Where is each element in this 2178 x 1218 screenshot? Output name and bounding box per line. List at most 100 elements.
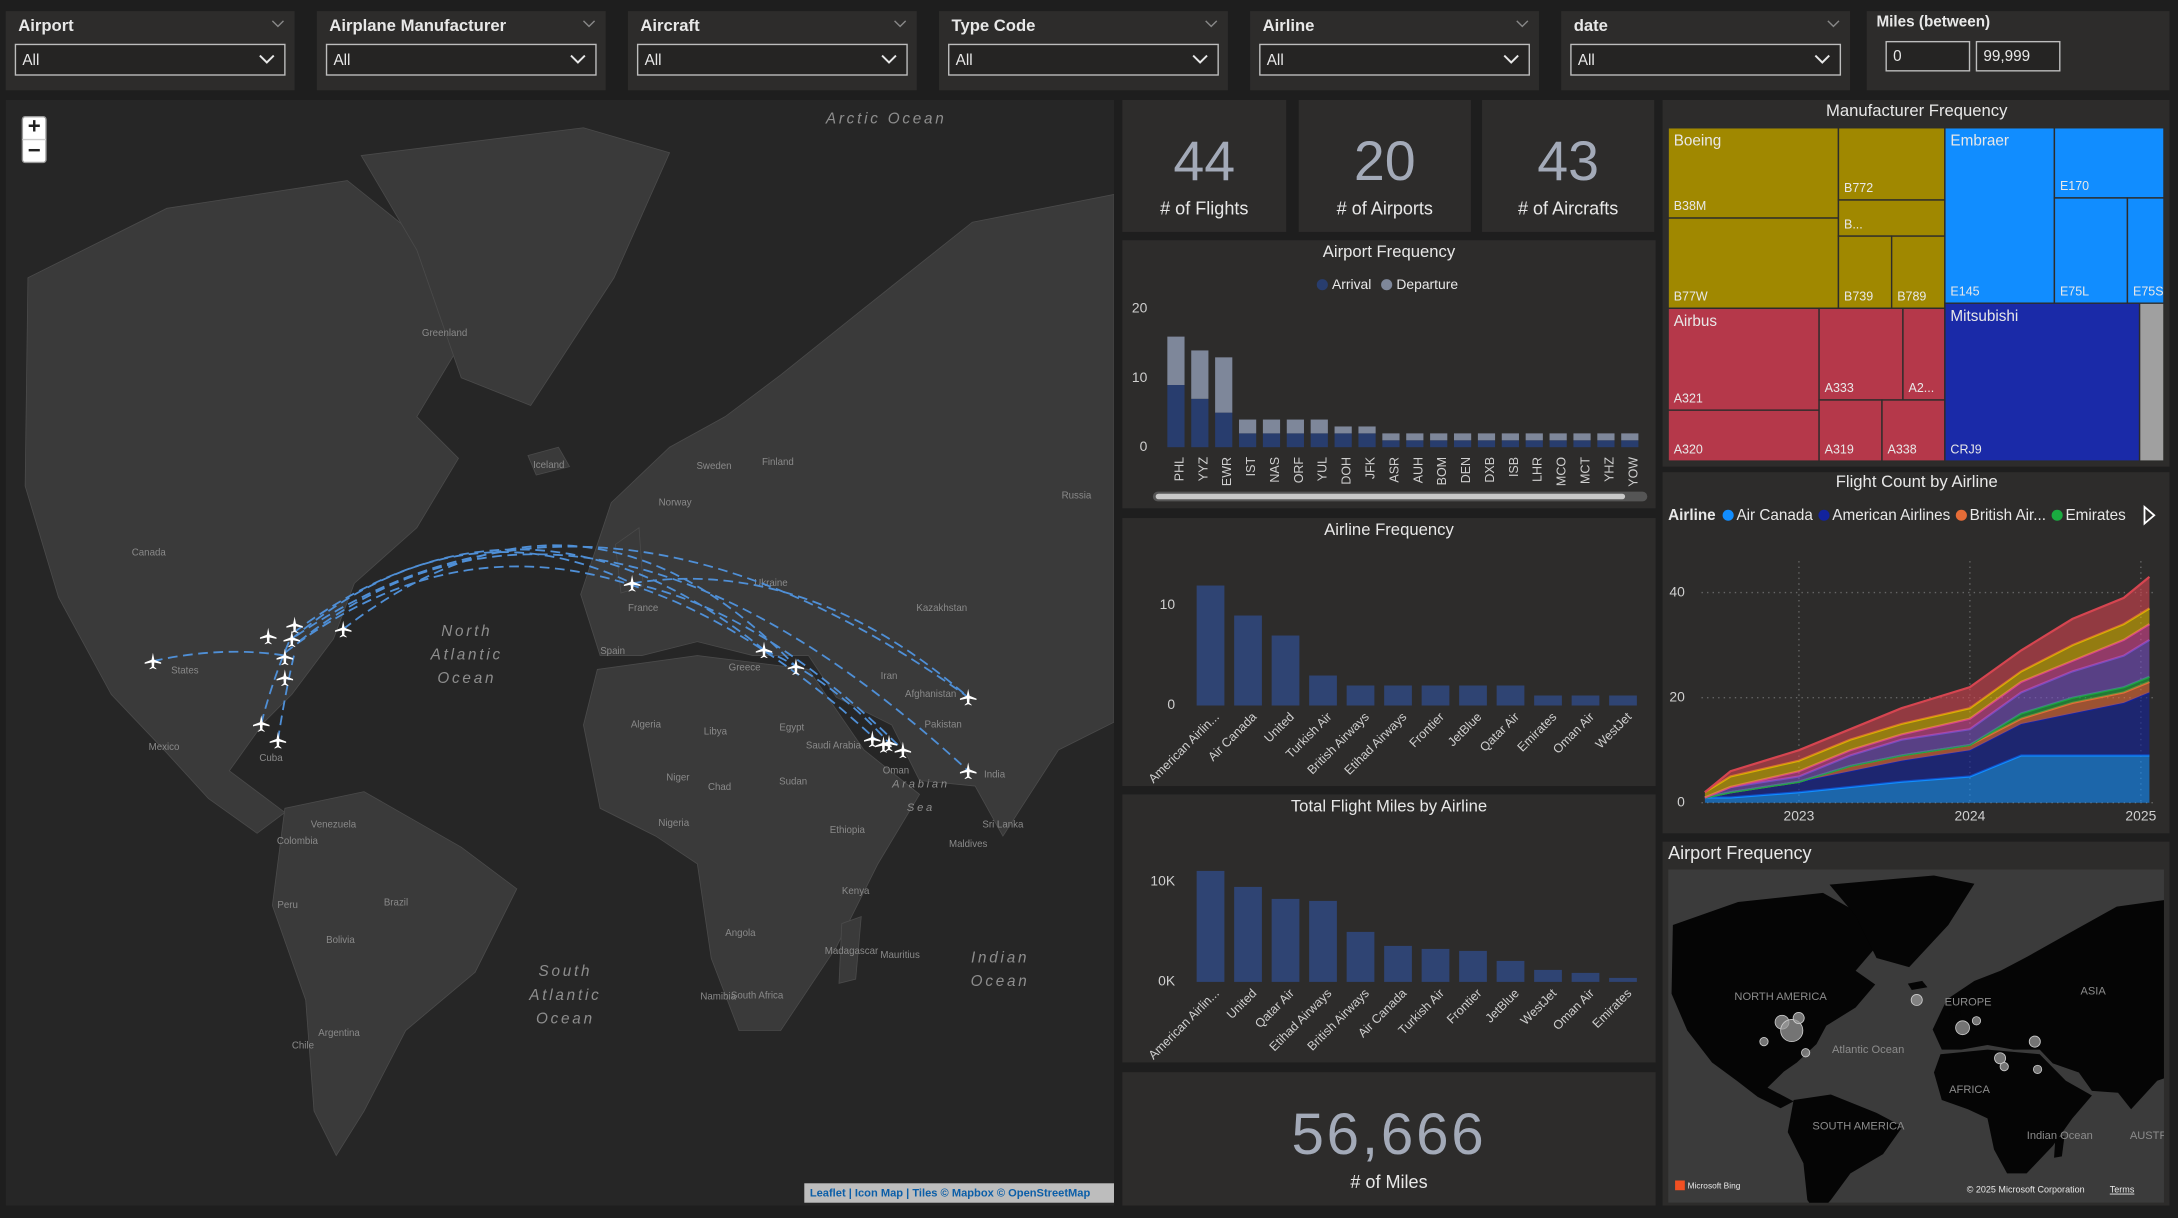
slicer-label: Type Code — [952, 16, 1036, 35]
filter-slicer[interactable]: Aircraft All — [627, 11, 917, 91]
filter-slicer[interactable]: Airport All — [5, 11, 295, 91]
flight-route — [631, 582, 904, 751]
bar — [1346, 931, 1375, 982]
dropdown[interactable] — [1259, 43, 1530, 76]
dropdown-value: All — [645, 52, 662, 69]
x-tick-label: MCO — [1555, 457, 1569, 486]
map-label: Chile — [292, 1040, 314, 1051]
treemap-tile — [2138, 302, 2165, 462]
map-label: Ethiopia — [830, 825, 866, 836]
y-tick-label: 20 — [1669, 688, 1685, 704]
airport-bubble — [1801, 1048, 1811, 1058]
kpi-value: 44 — [1173, 130, 1235, 192]
chart-title: Flight Count by Airline — [1836, 472, 1998, 491]
bar-segment — [1430, 440, 1448, 448]
bar-segment — [1382, 433, 1400, 441]
map-label: Atlantic Ocean — [1832, 1044, 1904, 1056]
map-label: Canada — [132, 547, 167, 558]
treemap-tile-label: A338 — [1888, 442, 1917, 456]
slicer-corner — [582, 20, 596, 28]
bar — [1496, 685, 1525, 706]
treemap-tile — [1667, 127, 1840, 219]
ocean-label: Atlantic — [430, 647, 503, 664]
attribution[interactable]: Leaflet | Icon Map | Tiles © Mapbox © Op… — [810, 1188, 1091, 1200]
dropdown[interactable] — [14, 43, 286, 76]
miles-slicer[interactable]: Miles (between) 0 99,999 — [1866, 11, 2170, 91]
bar — [1234, 615, 1262, 706]
terms[interactable]: Terms — [2110, 1185, 2135, 1195]
treemap-tile-label: E145 — [1950, 284, 1979, 298]
bar-segment — [1262, 419, 1281, 434]
treemap-tile — [1944, 127, 2056, 304]
filter-slicer[interactable]: date All — [1561, 11, 1851, 91]
flight-route — [152, 650, 286, 662]
map-label: Venezuela — [311, 820, 357, 831]
x-tick-label: DOH — [1340, 457, 1354, 485]
dropdown-value: All — [956, 52, 973, 69]
x-tick-label: YOW — [1626, 457, 1640, 487]
x-tick-label: PHL — [1172, 457, 1186, 481]
bar-segment — [1286, 419, 1304, 434]
filter-slicer[interactable]: Airline All — [1250, 11, 1539, 91]
kpi-value: 43 — [1537, 130, 1599, 192]
legend-next[interactable] — [2143, 504, 2156, 526]
scrollbar-thumb[interactable] — [1155, 493, 1626, 500]
filter-slicer[interactable]: Airplane Manufacturer All — [316, 11, 606, 91]
dropdown-value: All — [22, 52, 39, 69]
treemap-tile — [1667, 307, 1820, 411]
land — [1671, 892, 1876, 1109]
legend-label: Departure — [1396, 276, 1458, 292]
bar — [1609, 977, 1637, 982]
y-tick-label: 20 — [1132, 300, 1148, 316]
miles-max-input[interactable] — [1975, 40, 2061, 72]
zoom-in[interactable]: + — [28, 114, 41, 139]
bar-segment — [1358, 433, 1376, 448]
x-tick-label: MCT — [1578, 457, 1592, 484]
slicer-corner — [1827, 20, 1840, 28]
dropdown[interactable] — [1570, 43, 1842, 76]
ocean-label: Indian — [971, 949, 1029, 966]
bar-segment — [1573, 440, 1591, 448]
bar — [1346, 685, 1375, 706]
legend-title: Airline — [1668, 507, 1716, 524]
map-label: Sri Lanka — [982, 820, 1024, 831]
ocean-label: Ocean — [971, 973, 1030, 990]
bar-segment — [1239, 433, 1257, 448]
miles-min-input[interactable] — [1885, 40, 1971, 72]
bar-segment — [1286, 433, 1304, 448]
attribution-bg — [804, 1183, 1114, 1203]
filter-slicer[interactable]: Type Code All — [939, 11, 1228, 91]
dropdown-value: All — [1578, 52, 1595, 69]
dropdown[interactable] — [948, 43, 1219, 76]
airport-bubble — [2032, 1064, 2043, 1074]
zoom-out[interactable]: − — [28, 137, 41, 162]
bar-segment — [1167, 384, 1185, 448]
x-tick-label: 2024 — [1954, 807, 1985, 823]
bar-segment — [1453, 433, 1472, 441]
x-tick-label: BOM — [1435, 457, 1449, 485]
y-tick-label: 40 — [1669, 583, 1685, 599]
legend-swatch — [1316, 279, 1328, 291]
slicer-label: Aircraft — [640, 16, 700, 35]
legend-swatch — [1722, 509, 1734, 521]
map-label: South Africa — [731, 990, 784, 1001]
bing-logo-mark — [1675, 1180, 1685, 1191]
map-label: Madagascar — [825, 946, 879, 957]
bar — [1309, 900, 1337, 982]
bar — [1234, 886, 1262, 982]
bar-segment — [1406, 440, 1424, 448]
x-tick-label: NAS — [1268, 457, 1282, 483]
dropdown[interactable] — [325, 43, 597, 76]
bar-segment — [1310, 433, 1328, 448]
map-label: Indian Ocean — [2027, 1130, 2093, 1142]
map-label: SOUTH AMERICA — [1812, 1120, 1905, 1132]
slicer-label: Airline — [1263, 16, 1315, 35]
map-label: Algeria — [631, 720, 662, 731]
x-tick-label: YUL — [1316, 457, 1330, 481]
bar-segment — [1501, 440, 1519, 448]
y-tick-label: 10 — [1132, 369, 1148, 385]
map-label: Finland — [762, 457, 794, 468]
dropdown[interactable] — [636, 43, 908, 76]
bar — [1459, 950, 1487, 982]
x-tick-label: 2023 — [1783, 807, 1814, 823]
